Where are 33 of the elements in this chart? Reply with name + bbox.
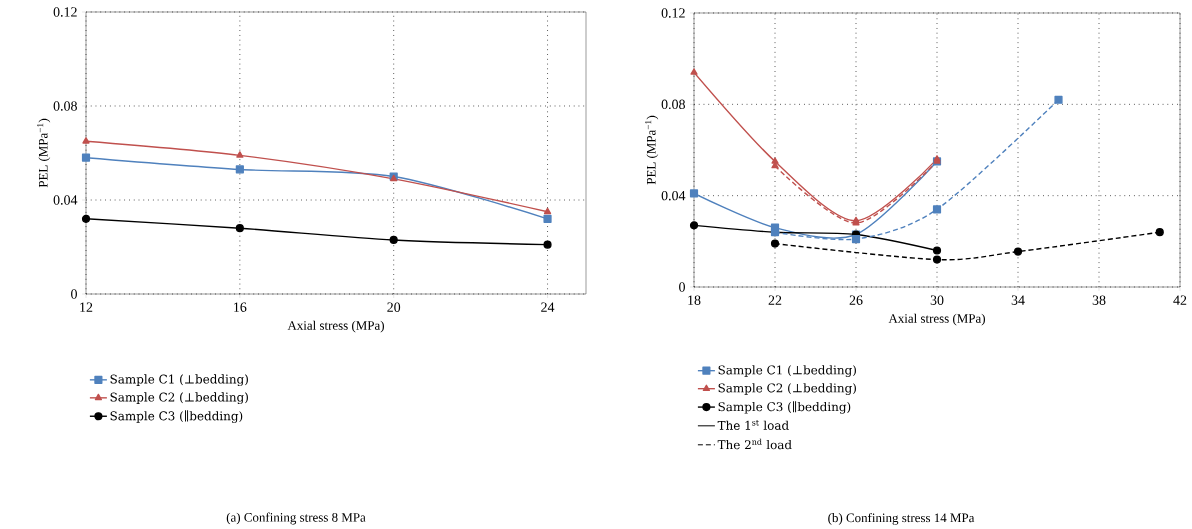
y-axis-title: PEL (MPa$^{−1}$) [37,118,51,188]
y-tick-label: 0.12 [53,7,77,17]
x-tick-label: 30 [930,295,944,305]
text: (b) Confining stress 14 MPa [828,512,975,525]
x-tick-label: 22 [768,295,782,305]
y-tick-label: 0 [679,282,685,292]
x-tick-label: 34 [1011,295,1025,305]
x-tick-label: 38 [1092,295,1106,305]
y-tick-label: 0.08 [53,101,77,111]
y-tick-label: 0.12 [661,8,685,18]
x-tick-label: 16 [234,302,247,312]
legend-label: Sample C3 (∥bedding) [718,401,851,414]
x-tick-label: 18 [688,295,701,305]
legend-label: Sample C1 (⊥bedding) [718,365,856,377]
x-axis-title: Axial stress (MPa) [888,313,985,326]
y-tick-label: 0.04 [53,195,78,205]
x-tick-label: 26 [849,295,863,305]
text: (a) Confining stress 8 MPa [226,512,366,525]
y-axis-title: PEL (MPa$^{−1}$) [645,115,659,185]
y-tick-label: 0 [71,289,77,299]
x-tick-label: 12 [80,302,93,312]
x-axis-title: Axial stress (MPa) [287,320,384,333]
x-tick-label: 24 [541,302,555,312]
legend-label: Sample C2 (⊥bedding) [110,392,248,405]
text: The 1$^{st}$ load [717,419,789,430]
text: The 2$^{nd}$ load [717,438,792,450]
legend-label: Sample C1 (⊥bedding) [110,374,248,387]
y-tick-label: 0.04 [661,190,686,201]
legend-label: Sample C3 (∥bedding) [110,410,243,423]
legend-label: Sample C2 (⊥bedding) [718,383,856,395]
y-tick-label: 0.08 [661,99,685,110]
x-tick-label: 20 [387,302,401,312]
x-tick-label: 42 [1173,295,1187,305]
